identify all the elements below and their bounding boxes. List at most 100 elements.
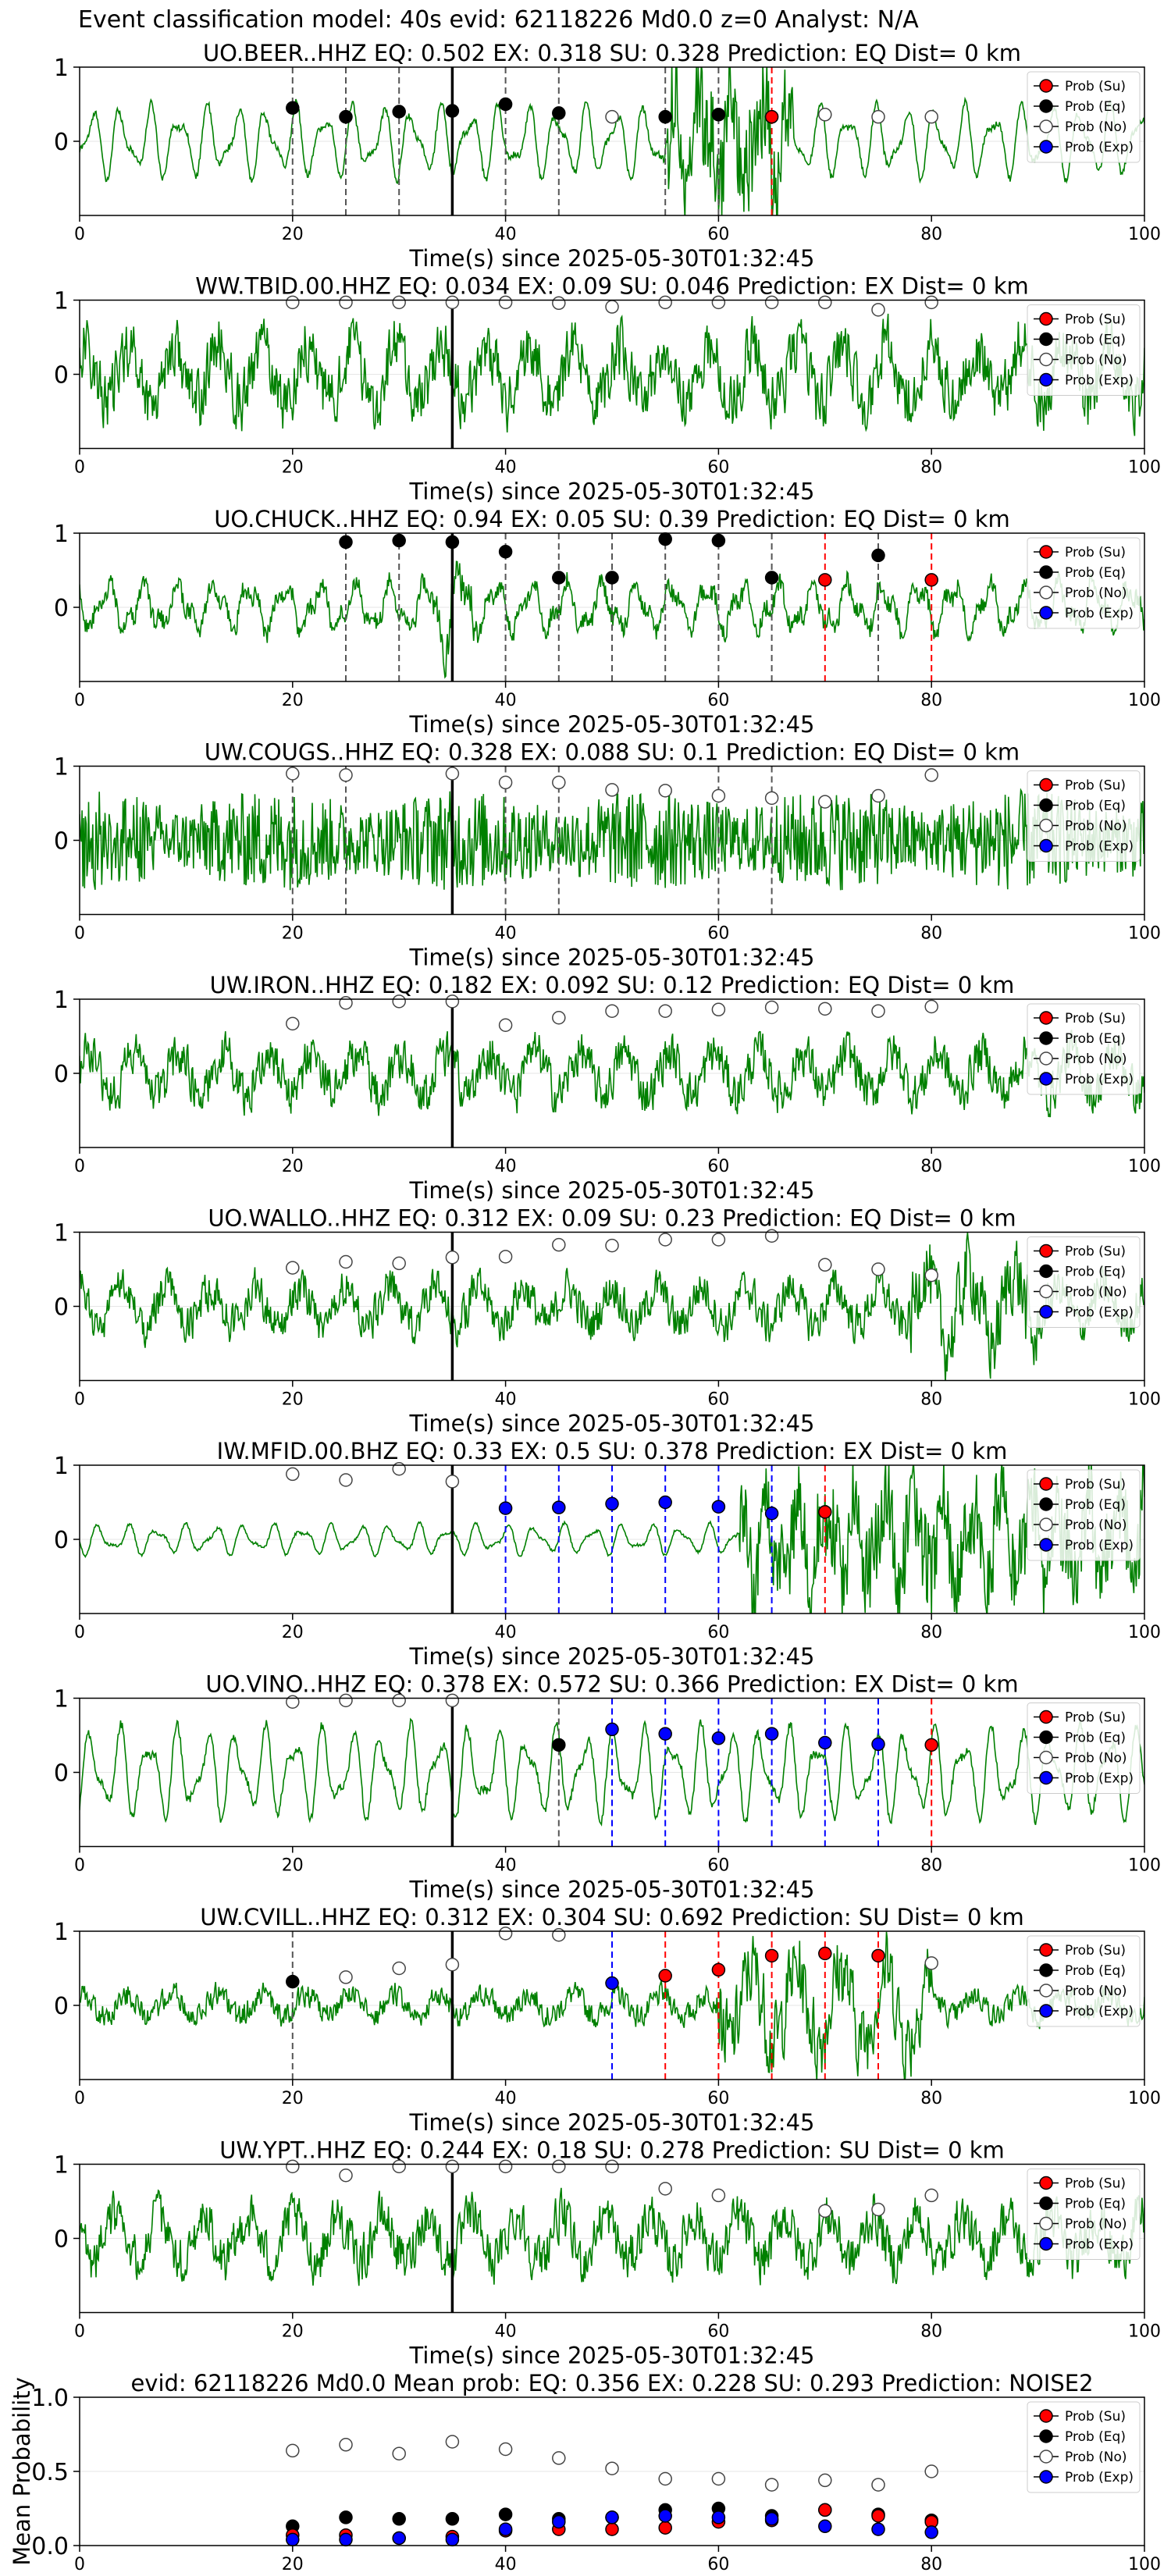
x-tick-label: 40 (495, 458, 517, 478)
prob-point-no (392, 1256, 406, 1271)
y-tick-label: 1 (54, 1919, 69, 1946)
prob-point-su (764, 109, 779, 124)
legend-label: Prob (Su) (1065, 2409, 1126, 2425)
prob-point-exp (658, 1727, 672, 1741)
prob-point-no (552, 1928, 566, 1942)
panel-title: UO.CHUCK..HHZ EQ: 0.94 EX: 0.05 SU: 0.39… (214, 506, 1010, 532)
x-axis-label: Time(s) since 2025-05-30T01:32:45 (409, 1177, 815, 1204)
mean-prob-point-exp (552, 2514, 566, 2529)
prob-point-no (924, 1268, 938, 1283)
prob-point-eq (286, 1974, 300, 1989)
waveform-trace (80, 67, 1144, 215)
x-tick-label: 100 (1128, 924, 1161, 944)
x-tick-label: 80 (920, 1157, 942, 1176)
x-tick-label: 20 (282, 1623, 304, 1642)
legend-marker-exp (1039, 606, 1053, 620)
prob-point-su (871, 1948, 885, 1963)
y-tick-label: 1 (54, 288, 69, 315)
prob-point-no (498, 295, 513, 310)
prob-point-no (552, 1237, 566, 1252)
x-axis-label: Time(s) since 2025-05-30T01:32:45 (409, 2343, 815, 2369)
prob-point-no (498, 1250, 513, 1264)
prob-point-no (392, 2159, 406, 2174)
x-axis-label: Time(s) since 2025-05-30T01:32:45 (409, 1643, 815, 1670)
legend-box (1027, 1935, 1141, 2027)
y-tick-label: 1 (54, 2152, 69, 2179)
mean-prob-point-no (552, 2451, 566, 2465)
x-tick-label: 20 (282, 2089, 304, 2108)
x-tick-label: 0 (74, 2555, 85, 2574)
prob-point-su (711, 1962, 726, 1977)
panel-4: UW.COUGS..HHZ EQ: 0.328 EX: 0.088 SU: 0.… (54, 739, 1161, 971)
y-tick-label: 1.0 (31, 2385, 69, 2412)
x-tick-label: 0 (74, 924, 85, 944)
prob-point-no (498, 2159, 513, 2174)
x-tick-label: 60 (707, 1623, 729, 1642)
prob-point-eq (711, 108, 726, 122)
legend-marker-no (1039, 1284, 1053, 1299)
prob-point-no (605, 109, 619, 124)
x-tick-label: 0 (74, 691, 85, 710)
y-tick-label: 0 (54, 595, 69, 622)
legend-label: Prob (Eq) (1065, 565, 1126, 581)
y-tick-label: 0.0 (31, 2533, 69, 2560)
x-tick-label: 20 (282, 2322, 304, 2342)
mean-prob-point-eq (339, 2510, 353, 2524)
prob-point-no (605, 2159, 619, 2174)
x-tick-label: 40 (495, 1623, 517, 1642)
prob-point-no (658, 295, 672, 310)
legend-marker-su (1039, 2409, 1053, 2423)
legend-marker-eq (1039, 2429, 1053, 2443)
prob-point-no (711, 2188, 726, 2203)
prob-point-no (552, 2159, 566, 2174)
mean-prob-point-exp (286, 2532, 300, 2547)
panel-title: UO.BEER..HHZ EQ: 0.502 EX: 0.318 SU: 0.3… (203, 40, 1021, 66)
mean-prob-point-eq (498, 2507, 513, 2521)
x-tick-label: 60 (707, 2555, 729, 2574)
legend-marker-exp (1039, 140, 1053, 154)
prob-point-no (286, 1016, 300, 1031)
prob-point-no (871, 109, 885, 124)
x-tick-label: 0 (74, 1390, 85, 1410)
waveform-trace (80, 1931, 1144, 2080)
x-tick-label: 60 (707, 458, 729, 478)
y-tick-label: 0 (54, 1294, 69, 1322)
legend-box (1027, 770, 1141, 862)
prob-point-no (924, 768, 938, 782)
legend-box (1027, 71, 1141, 163)
prob-point-no (498, 1927, 513, 1941)
prob-point-no (286, 1467, 300, 1482)
legend-label: Prob (Exp) (1065, 2004, 1134, 2019)
prob-point-no (711, 295, 726, 310)
x-tick-label: 40 (495, 924, 517, 944)
legend-marker-su (1039, 1011, 1053, 1025)
mean-prob-point-exp (339, 2532, 353, 2547)
x-tick-label: 100 (1128, 458, 1161, 478)
x-axis-label: Time(s) since 2025-05-30T01:32:45 (409, 2109, 815, 2136)
x-tick-label: 60 (707, 1157, 729, 1176)
legend-label: Prob (Exp) (1065, 606, 1134, 621)
prob-point-no (498, 775, 513, 790)
prob-point-su (818, 1946, 832, 1961)
legend-marker-eq (1039, 1730, 1053, 1745)
mean-prob-point-exp (764, 2512, 779, 2526)
legend-marker-eq (1039, 565, 1053, 579)
legend-label: Prob (Eq) (1065, 1031, 1126, 1047)
mean-prob-point-no (711, 2471, 726, 2486)
prob-point-no (552, 775, 566, 790)
mean-prob-point-exp (658, 2509, 672, 2523)
legend-label: Prob (No) (1065, 2450, 1127, 2465)
panel-title: WW.TBID.00.HHZ EQ: 0.034 EX: 0.09 SU: 0.… (195, 273, 1029, 300)
waveform-trace (80, 788, 1144, 891)
legend-marker-exp (1039, 1304, 1053, 1319)
legend-label: Prob (Su) (1065, 1710, 1126, 1726)
prob-point-no (339, 1970, 353, 1984)
x-tick-label: 100 (1128, 1390, 1161, 1410)
prob-point-no (871, 2202, 885, 2217)
prob-point-exp (871, 1737, 885, 1752)
prob-point-su (924, 1738, 938, 1752)
mean-prob-point-su (818, 2503, 832, 2517)
x-axis-label: Time(s) since 2025-05-30T01:32:45 (409, 1877, 815, 1903)
legend-label: Prob (Su) (1065, 79, 1126, 94)
